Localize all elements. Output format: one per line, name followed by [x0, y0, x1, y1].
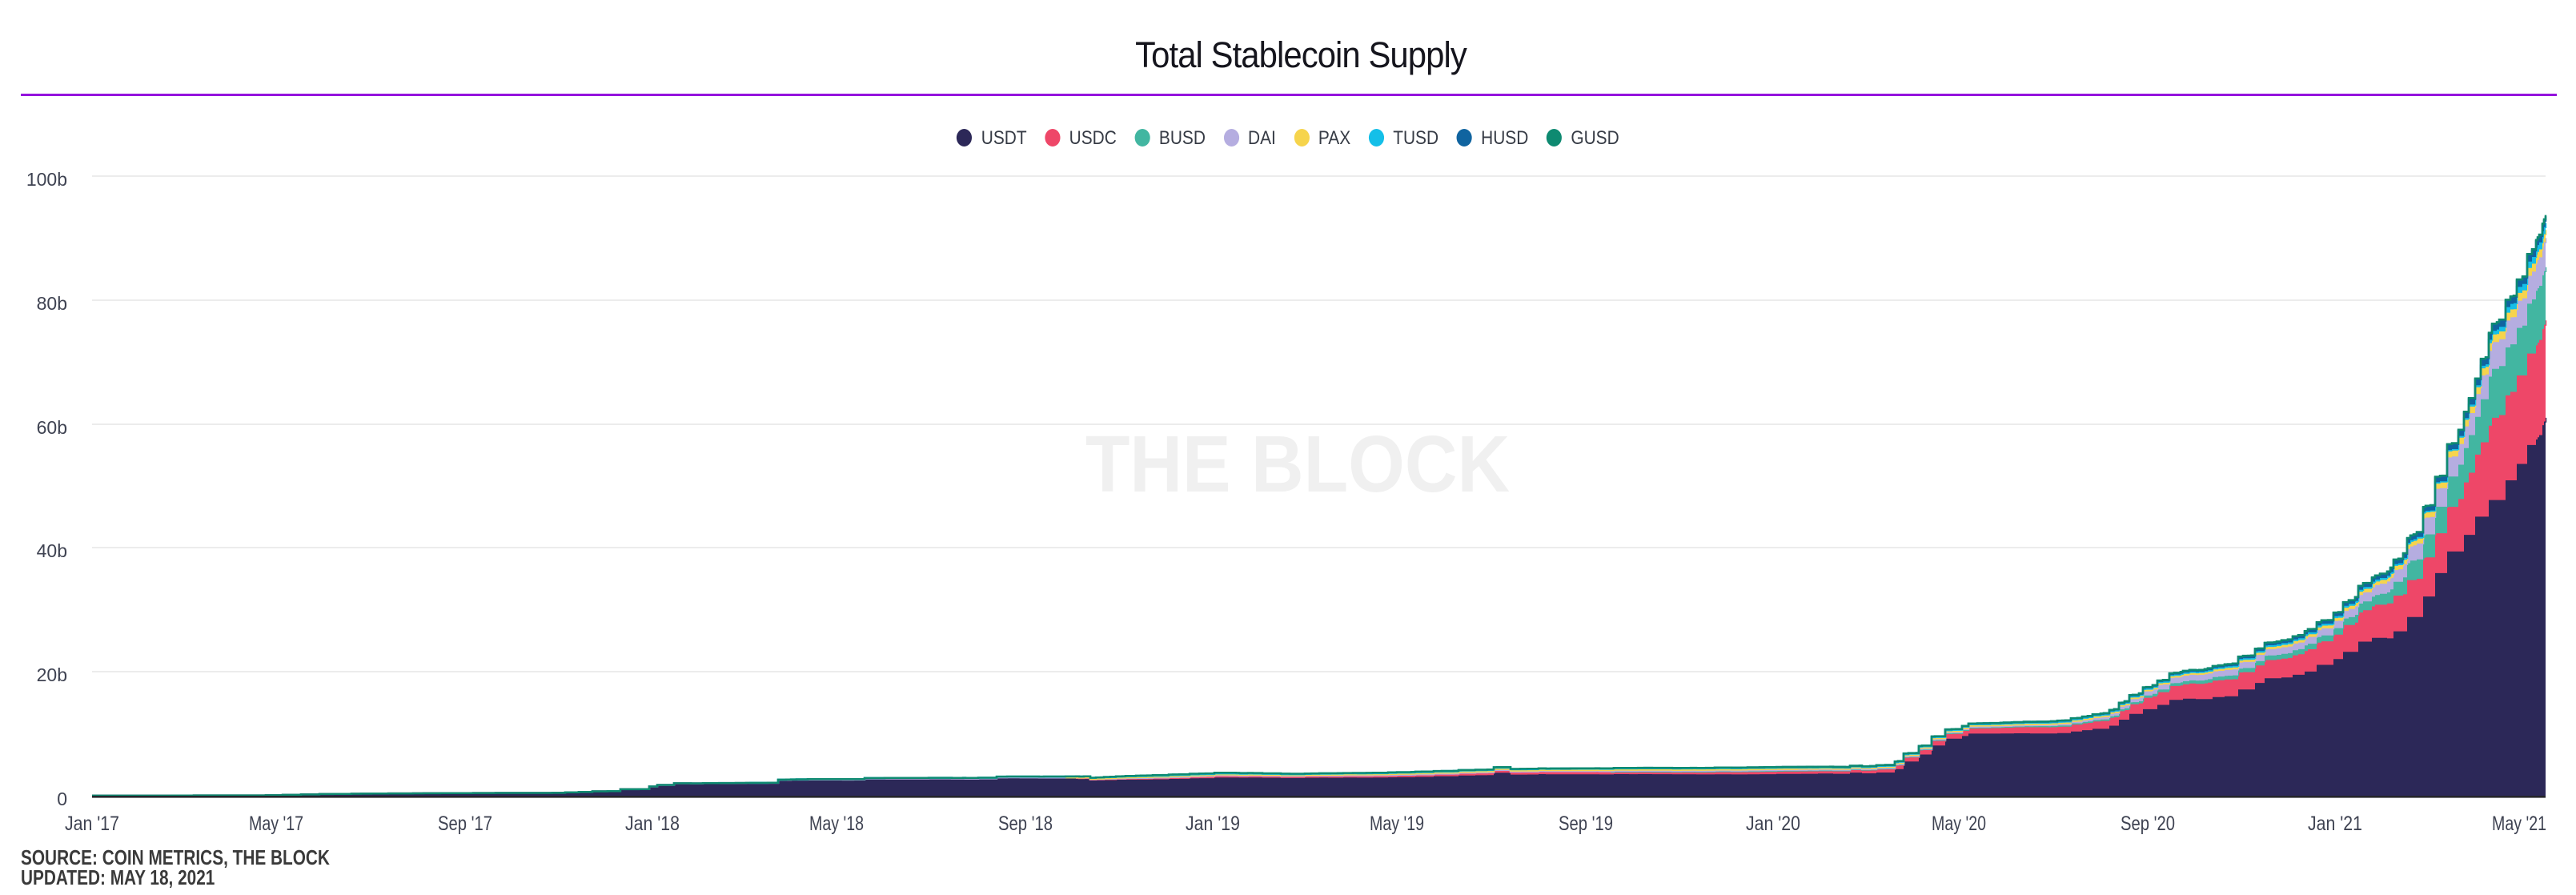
svg-text:May '20: May '20	[1932, 813, 1986, 835]
svg-text:Jan '21: Jan '21	[2308, 813, 2362, 835]
svg-text:Jan '17: Jan '17	[65, 813, 119, 835]
svg-text:80b: 80b	[37, 293, 67, 314]
svg-text:May '17: May '17	[249, 813, 303, 835]
svg-text:Jan '18: Jan '18	[625, 813, 680, 835]
svg-text:40b: 40b	[37, 540, 67, 561]
svg-text:100b: 100b	[26, 169, 67, 190]
svg-text:Sep '19: Sep '19	[1559, 813, 1613, 835]
svg-text:May '21: May '21	[2492, 813, 2546, 835]
svg-text:Sep '18: Sep '18	[998, 813, 1053, 835]
svg-text:0: 0	[57, 789, 67, 809]
svg-text:Jan '20: Jan '20	[1746, 813, 1800, 835]
svg-text:Jan '19: Jan '19	[1186, 813, 1240, 835]
svg-text:May '19: May '19	[1370, 813, 1424, 835]
svg-text:Sep '17: Sep '17	[438, 813, 492, 835]
svg-text:May '18: May '18	[809, 813, 864, 835]
svg-text:Sep '20: Sep '20	[2121, 813, 2175, 835]
svg-text:60b: 60b	[37, 417, 67, 438]
svg-text:20b: 20b	[37, 664, 67, 685]
